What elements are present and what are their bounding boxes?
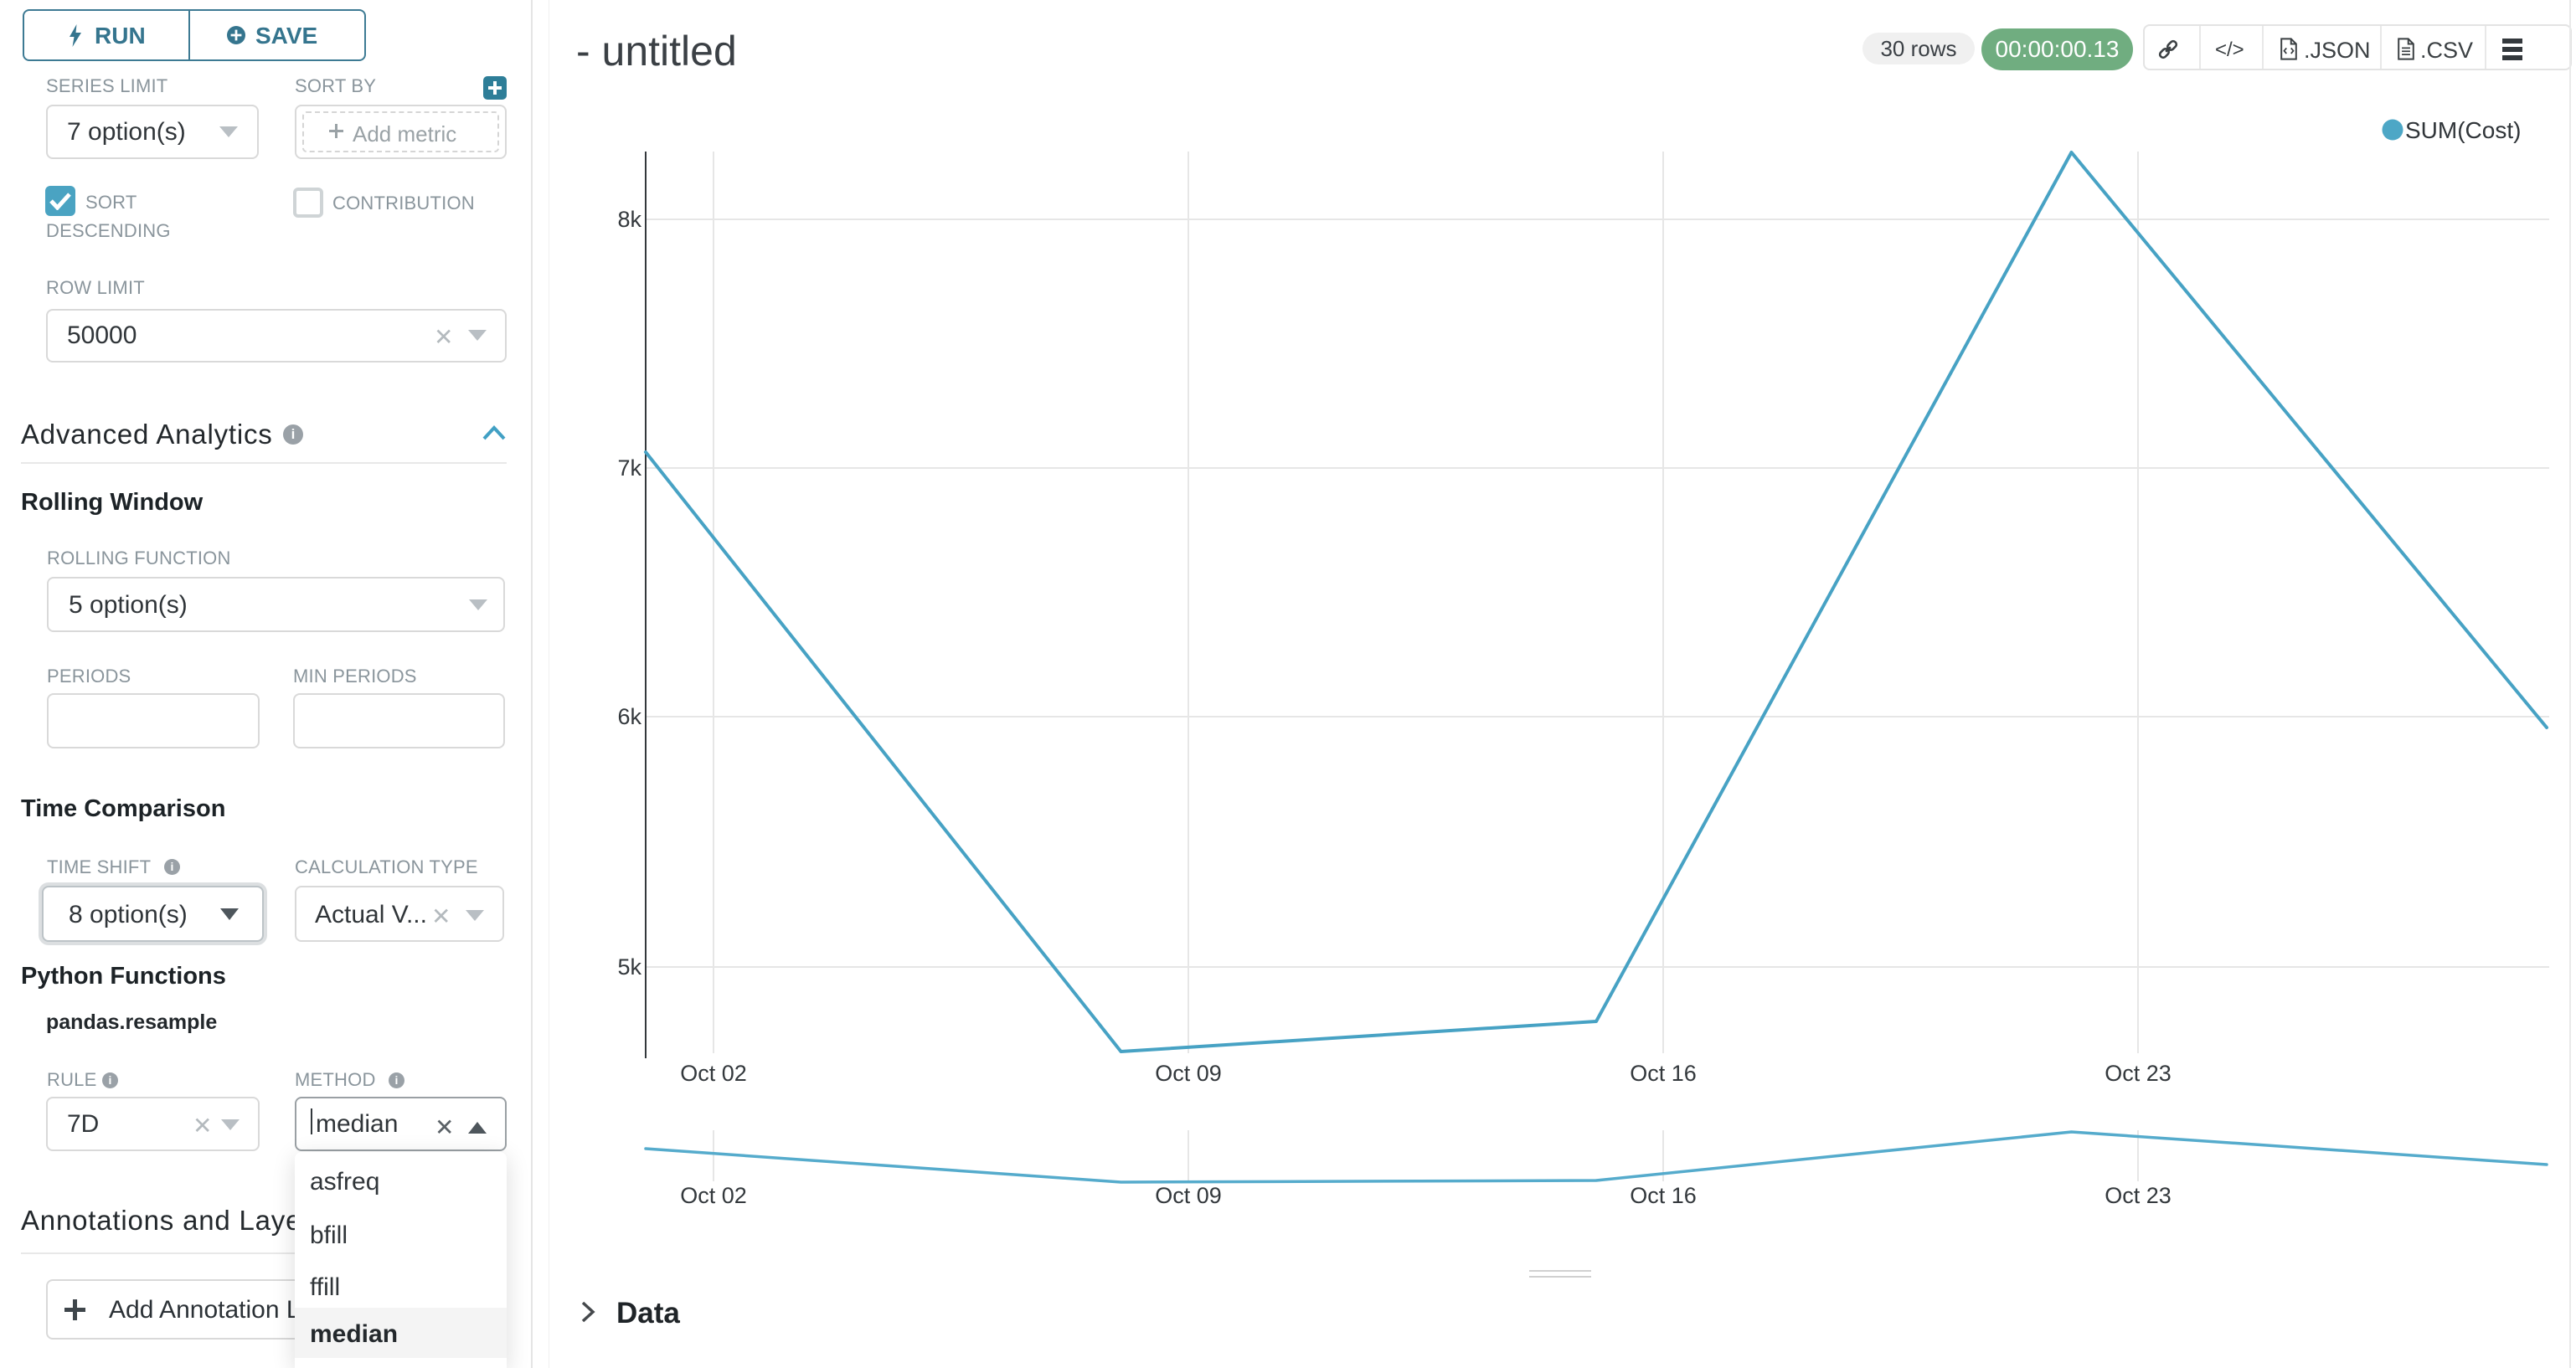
svg-text:7k: 7k <box>617 455 641 481</box>
svg-text:Oct 16: Oct 16 <box>1630 1183 1697 1208</box>
svg-text:5k: 5k <box>617 954 641 980</box>
svg-text:Oct 02: Oct 02 <box>680 1183 747 1208</box>
svg-text:Oct 23: Oct 23 <box>2105 1061 2172 1086</box>
svg-text:Oct 09: Oct 09 <box>1155 1183 1222 1208</box>
svg-text:Oct 02: Oct 02 <box>680 1061 747 1086</box>
svg-text:8k: 8k <box>617 207 641 232</box>
svg-text:6k: 6k <box>617 704 641 729</box>
svg-text:Oct 09: Oct 09 <box>1155 1061 1222 1086</box>
svg-text:Oct 23: Oct 23 <box>2105 1183 2172 1208</box>
svg-text:Oct 16: Oct 16 <box>1630 1061 1697 1086</box>
svg-text:SUM(Cost): SUM(Cost) <box>2405 117 2521 143</box>
